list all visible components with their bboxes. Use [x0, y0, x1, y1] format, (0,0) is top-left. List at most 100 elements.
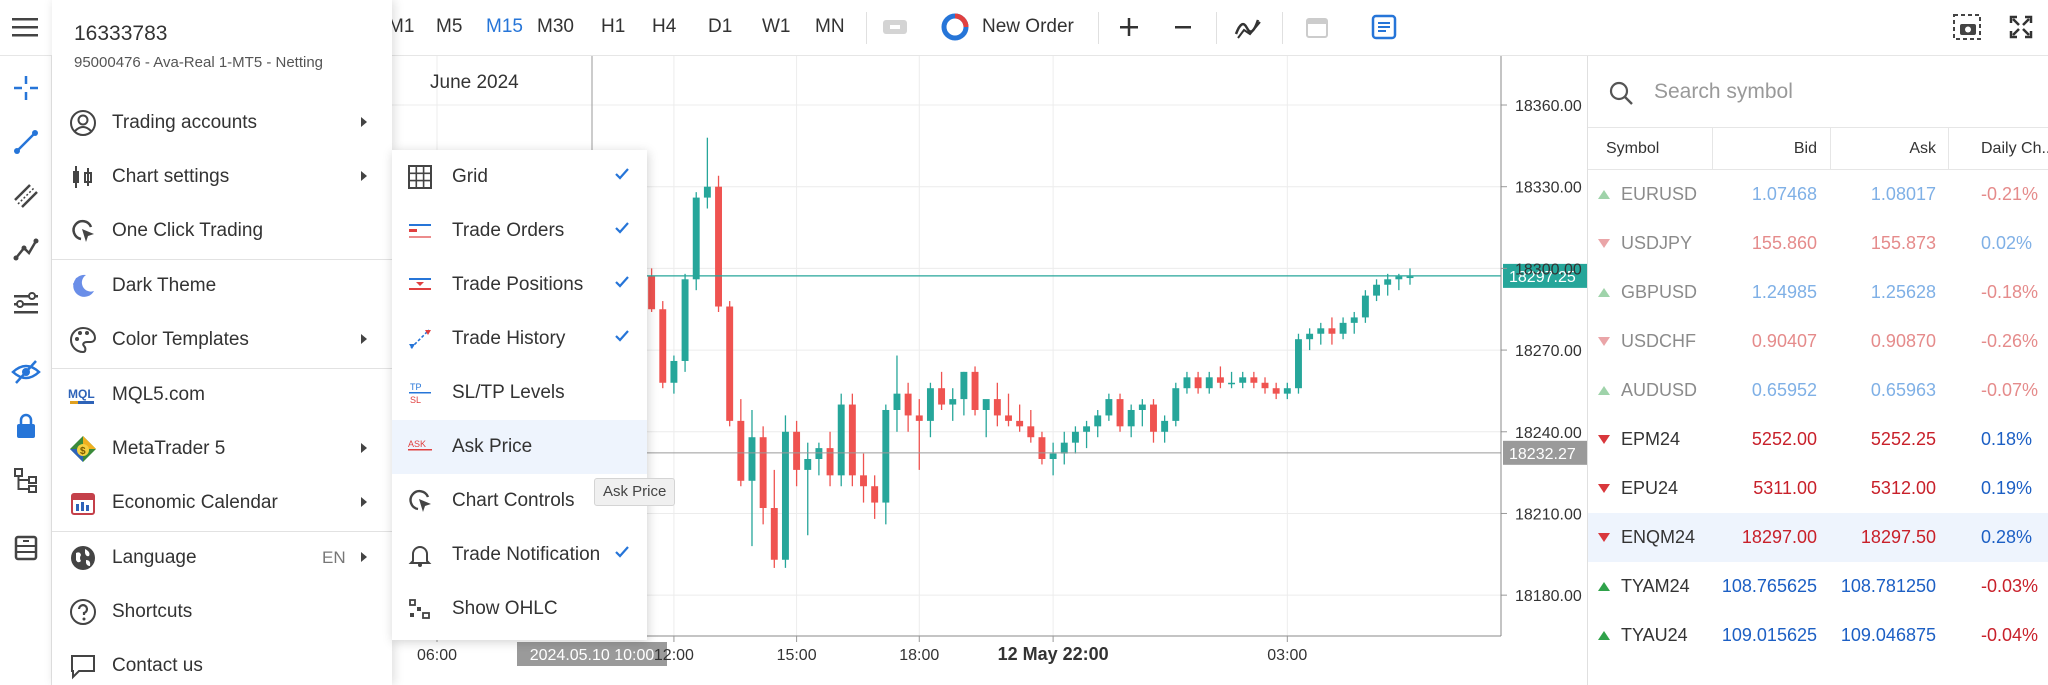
check-icon: [615, 222, 629, 234]
timeframe-h1[interactable]: H1: [601, 16, 626, 37]
fibonacci-icon[interactable]: [10, 288, 42, 320]
bid-price: 1.24985: [1751, 282, 1817, 302]
watchlist-row[interactable]: AUDUSD 0.65952 0.65963 -0.07%: [1588, 366, 2048, 415]
watchlist-row[interactable]: TYAU24 109.015625 109.046875 -0.04%: [1588, 611, 2048, 660]
daily-change: -0.21%: [1981, 184, 2039, 204]
moon-icon: [68, 271, 98, 301]
object-tree-icon[interactable]: [10, 464, 42, 496]
calendar-icon[interactable]: [1302, 12, 1332, 42]
watchlist-row[interactable]: ENQM24 18297.00 18297.50 0.28%: [1588, 513, 2048, 562]
timeframe-m5[interactable]: M5: [436, 16, 463, 37]
menu-item-metatrader-5[interactable]: $ MetaTrader 5: [52, 422, 392, 476]
search-icon[interactable]: [1608, 80, 1634, 111]
submenu-item-show-ohlc[interactable]: Show OHLC: [392, 582, 647, 636]
candle-body: [1272, 388, 1280, 394]
submenu-item-trade-orders[interactable]: Trade Orders: [392, 204, 647, 258]
candle-body: [826, 448, 834, 476]
menu-item-chart-settings[interactable]: Chart settings: [52, 150, 392, 204]
submenu-item-trade-positions[interactable]: Trade Positions: [392, 258, 647, 312]
menu-item-color-templates[interactable]: Color Templates: [52, 313, 392, 367]
timeframe-m30[interactable]: M30: [537, 16, 574, 37]
candle-body: [670, 360, 678, 383]
zoom-in-icon[interactable]: [1114, 12, 1144, 42]
timeframe-m15[interactable]: M15: [486, 16, 523, 37]
storage-icon[interactable]: [10, 532, 42, 564]
visibility-icon[interactable]: [10, 356, 42, 388]
new-order-icon[interactable]: [940, 12, 970, 42]
column-symbol[interactable]: Symbol: [1606, 140, 1660, 157]
menu-item-label: Contact us: [112, 655, 203, 676]
watchlist-row[interactable]: USDCHF 0.90407 0.90870 -0.26%: [1588, 317, 2048, 366]
menu-item-contact-us[interactable]: Contact us: [52, 639, 392, 685]
candle-body: [1071, 431, 1079, 443]
menu-item-label: Shortcuts: [112, 601, 193, 622]
watchlist-row[interactable]: GBPUSD 1.24985 1.25628 -0.18%: [1588, 268, 2048, 317]
watchlist-row[interactable]: EURUSD 1.07468 1.08017 -0.21%: [1588, 170, 2048, 219]
indicators-icon[interactable]: [1234, 12, 1264, 42]
current-price-label: 18297.25: [1509, 269, 1576, 286]
daily-change: -0.18%: [1981, 282, 2039, 302]
candle-body: [1406, 276, 1414, 279]
candle-body: [1283, 388, 1291, 394]
candle-body: [1127, 409, 1135, 427]
menu-icon[interactable]: [10, 14, 40, 40]
timeframe-mn[interactable]: MN: [815, 16, 845, 37]
submenu-item-trade-notification[interactable]: Trade Notification: [392, 528, 647, 582]
watchlist-row[interactable]: EPM24 5252.00 5252.25 0.18%: [1588, 415, 2048, 464]
timeframe-h4[interactable]: H4: [652, 16, 677, 37]
submenu-item-trade-history[interactable]: Trade History: [392, 312, 647, 366]
menu-item-dark-theme[interactable]: Dark Theme: [52, 259, 392, 313]
search-input[interactable]: [1654, 76, 2014, 108]
watchlist-row[interactable]: EPU24 5311.00 5312.00 0.19%: [1588, 464, 2048, 513]
watchlist-row[interactable]: TYAM24 108.765625 108.781250 -0.03%: [1588, 562, 2048, 611]
symbol-name: GBPUSD: [1621, 282, 1698, 302]
symbol-name: AUDUSD: [1621, 380, 1698, 400]
symbol-name: EPM24: [1621, 429, 1681, 449]
column-bid[interactable]: Bid: [1793, 140, 1817, 157]
chart-type-icon[interactable]: [880, 12, 910, 42]
submenu-item-label: Ask Price: [452, 436, 533, 457]
menu-item-one-click-trading[interactable]: One Click Trading: [52, 204, 392, 258]
trend-line-icon[interactable]: [10, 126, 42, 158]
tooltip: Ask Price: [594, 478, 676, 506]
crosshair-time-box: [517, 642, 667, 666]
candle-body: [949, 399, 957, 405]
timeframe-d1[interactable]: D1: [708, 16, 733, 37]
zoom-out-icon[interactable]: [1168, 12, 1198, 42]
column-daily-change[interactable]: Daily Ch...: [1981, 140, 2048, 157]
crosshair-price-label: 18232.27: [1509, 446, 1576, 463]
timeframe-m1[interactable]: M1: [388, 16, 415, 37]
screenshot-icon[interactable]: [1952, 12, 1982, 42]
submenu-item-sl-tp-levels[interactable]: TP SL SL/TP Levels: [392, 366, 647, 420]
timeframe-w1[interactable]: W1: [762, 16, 791, 37]
channel-icon[interactable]: [10, 180, 42, 212]
menu-item-mql5[interactable]: MQL MQL5.com: [52, 368, 392, 422]
candle-body: [1016, 420, 1024, 427]
toolbar-divider: [1216, 12, 1217, 44]
menu-item-shortcuts[interactable]: Shortcuts: [52, 585, 392, 639]
fullscreen-icon[interactable]: [2006, 12, 2036, 42]
menu-item-economic-calendar[interactable]: Economic Calendar: [52, 476, 392, 530]
menu-divider: [52, 368, 392, 369]
ask-price: 0.65963: [1870, 380, 1936, 400]
new-order-button[interactable]: New Order: [982, 16, 1074, 37]
candle-body: [1373, 284, 1380, 296]
lock-icon[interactable]: [10, 410, 42, 442]
watchlist-row[interactable]: USDJPY 155.860 155.873 0.02%: [1588, 219, 2048, 268]
submenu-item-ask-price[interactable]: ASK Ask Price: [392, 420, 647, 474]
ask-price: 155.873: [1870, 233, 1936, 253]
drawing-toolbar: [0, 56, 52, 685]
current-price-box: [1503, 263, 1587, 288]
chevron-right-icon: [361, 117, 367, 127]
candle-body: [1083, 426, 1091, 432]
polyline-icon[interactable]: [10, 234, 42, 266]
candle-body: [759, 437, 767, 509]
column-ask[interactable]: Ask: [1909, 140, 1936, 157]
candle-body: [1384, 279, 1392, 285]
crosshair-icon[interactable]: [10, 72, 42, 104]
submenu-item-grid[interactable]: Grid: [392, 150, 647, 204]
journal-icon[interactable]: [1369, 12, 1399, 42]
menu-item-language[interactable]: Language EN: [52, 531, 392, 585]
menu-item-trading-accounts[interactable]: Trading accounts: [52, 96, 392, 150]
ask-price: 1.25628: [1870, 282, 1936, 302]
